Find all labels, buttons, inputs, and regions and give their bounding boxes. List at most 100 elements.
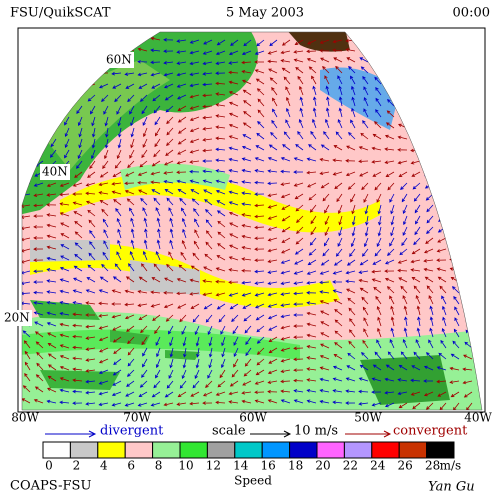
wind-arrow [463, 354, 473, 360]
wind-arrow [255, 314, 265, 321]
wind-arrow [166, 380, 174, 389]
wind-arrow [359, 259, 369, 266]
wind-arrow [33, 280, 44, 284]
wind-arrow [163, 180, 174, 184]
wind-arrow [306, 333, 317, 338]
wind-arrow [150, 36, 161, 41]
wind-arrow [204, 199, 213, 206]
wind-arrow [179, 314, 187, 323]
wind-arrow [332, 171, 343, 176]
wind-arrow [117, 116, 122, 127]
wind-arrow [372, 259, 382, 265]
wind-arrow [308, 193, 317, 201]
wind-arrow [229, 233, 239, 239]
speed-band [22, 329, 300, 360]
wind-arrow [194, 325, 200, 336]
wind-arrow [267, 226, 278, 231]
wind-arrow [243, 369, 252, 377]
wind-arrow [189, 39, 200, 44]
wind-arrow [98, 358, 109, 364]
colorbar-tick: 2 [73, 459, 81, 473]
wind-arrow [410, 378, 421, 383]
wind-arrow [295, 144, 304, 151]
wind-arrow [281, 248, 291, 254]
wind-arrow [34, 331, 44, 338]
wind-arrow [254, 269, 265, 274]
wind-arrow [215, 71, 226, 76]
wind-arrow [114, 94, 122, 103]
wind-arrow [310, 226, 317, 236]
wind-arrow [358, 278, 369, 283]
wind-arrow [389, 237, 395, 247]
color-box [97, 441, 126, 459]
wind-arrow [215, 147, 226, 152]
wind-arrow [124, 189, 135, 195]
wind-arrow [111, 391, 122, 397]
wind-arrow [299, 107, 304, 118]
wind-arrow [346, 288, 356, 294]
wind-arrow [189, 83, 200, 88]
wind-arrow [335, 131, 343, 140]
wind-arrow [359, 57, 369, 63]
wind-arrow [363, 317, 369, 327]
wind-arrow [269, 39, 278, 47]
wind-arrow [189, 50, 200, 55]
wind-arrow [153, 105, 161, 114]
wind-arrow [298, 118, 304, 129]
wind-arrow [102, 160, 109, 169]
wind-arrow [334, 342, 343, 349]
wind-arrow [255, 145, 265, 151]
wind-arrow [306, 378, 317, 382]
wind-arrow [429, 305, 434, 316]
speed-band [30, 240, 200, 295]
wind-arrow [72, 345, 83, 350]
wind-arrow [205, 209, 213, 217]
wind-arrow [189, 401, 200, 406]
wind-arrow [22, 330, 31, 338]
wind-arrow [256, 336, 265, 344]
wind-arrow [166, 263, 174, 272]
wind-arrow [241, 202, 252, 206]
wind-arrow [372, 133, 382, 140]
wind-arrow [398, 171, 408, 177]
wind-arrow [177, 116, 187, 123]
wind-arrow [241, 69, 252, 74]
wind-arrow [309, 204, 317, 213]
wind-arrow [400, 182, 408, 191]
wind-arrow [46, 300, 57, 305]
wind-arrow [98, 289, 109, 294]
wind-arrow [60, 255, 70, 261]
wind-arrow [293, 58, 304, 63]
wind-arrow [438, 352, 447, 360]
wind-arrow [60, 233, 70, 239]
wind-arrow [216, 39, 226, 46]
wind-arrow [47, 364, 57, 371]
wind-arrow [228, 168, 239, 173]
wind-arrow [151, 391, 161, 398]
lon-label: 70W [123, 411, 151, 425]
wind-arrow [87, 264, 96, 272]
wind-arrow [404, 316, 408, 327]
wind-arrow [334, 330, 343, 338]
wind-arrow [242, 134, 252, 140]
wind-arrow [46, 182, 57, 187]
wind-arrow [203, 303, 213, 310]
wind-arrow [362, 75, 369, 85]
wind-arrow [194, 369, 200, 379]
wind-arrow [414, 204, 421, 214]
wind-arrow [441, 295, 447, 305]
wind-arrow [449, 366, 460, 371]
wind-arrow [181, 369, 187, 380]
wind-arrow [334, 182, 343, 190]
wind-arrow [154, 138, 161, 148]
wind-arrow [104, 116, 109, 127]
wind-arrow [46, 213, 57, 217]
wind-arrow [363, 193, 369, 203]
wind-arrow [78, 138, 83, 149]
wind-arrow [22, 259, 31, 264]
wind-arrow [348, 65, 356, 74]
wind-arrow [280, 169, 291, 174]
wind-arrow [138, 391, 148, 398]
wind-arrow [385, 171, 395, 177]
wind-arrow [363, 97, 369, 107]
